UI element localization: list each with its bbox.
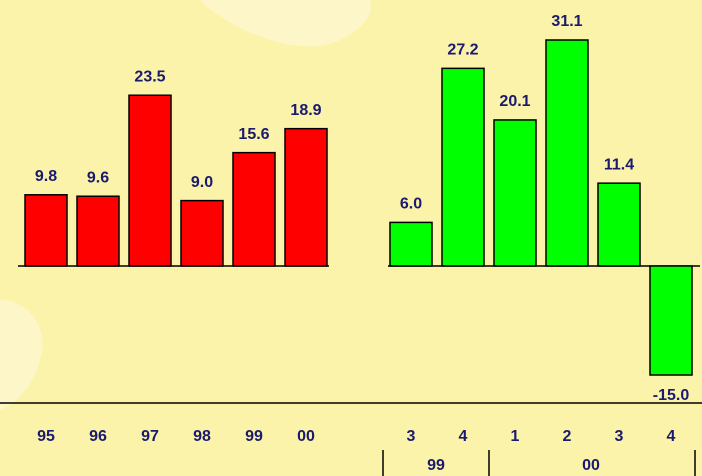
x-tick-label: 3: [615, 428, 624, 445]
value-label: 15.6: [238, 126, 269, 143]
bar: [24, 194, 68, 267]
x-tick-label: 97: [141, 428, 159, 445]
bar: [128, 94, 172, 267]
bar: [545, 39, 589, 267]
value-label: 20.1: [499, 93, 530, 110]
x-tick-label: 4: [459, 428, 468, 445]
bar: [180, 199, 224, 267]
bar: [493, 119, 537, 267]
value-label: 6.0: [400, 196, 422, 213]
bar: [441, 67, 485, 267]
bar: [76, 195, 120, 267]
value-label: -15.0: [653, 387, 690, 404]
bar: [597, 182, 641, 267]
value-label: 9.0: [191, 174, 213, 191]
x-tick-label: 1: [511, 428, 520, 445]
value-label: 23.5: [134, 68, 165, 85]
bar: [649, 265, 693, 376]
value-label: 18.9: [290, 102, 321, 119]
x-tick-label: 98: [193, 428, 211, 445]
x-tick-label: 3: [407, 428, 416, 445]
bar: [232, 151, 276, 267]
x-tick-label: 96: [89, 428, 107, 445]
decor: [0, 300, 43, 410]
value-label: 9.8: [35, 168, 57, 185]
value-label: 31.1: [551, 13, 582, 30]
x-tick-label: 4: [667, 428, 676, 445]
x-tick-label: 99: [245, 428, 263, 445]
bar: [389, 221, 433, 267]
value-label: 27.2: [447, 42, 478, 59]
group-label: 00: [582, 457, 600, 474]
x-tick-label: 00: [297, 428, 315, 445]
decor: [200, 0, 372, 47]
group-label: 99: [427, 457, 445, 474]
bar: [284, 127, 328, 267]
x-tick-label: 2: [563, 428, 572, 445]
x-tick-label: 95: [37, 428, 55, 445]
value-label: 9.6: [87, 169, 109, 186]
value-label: 11.4: [604, 156, 634, 173]
